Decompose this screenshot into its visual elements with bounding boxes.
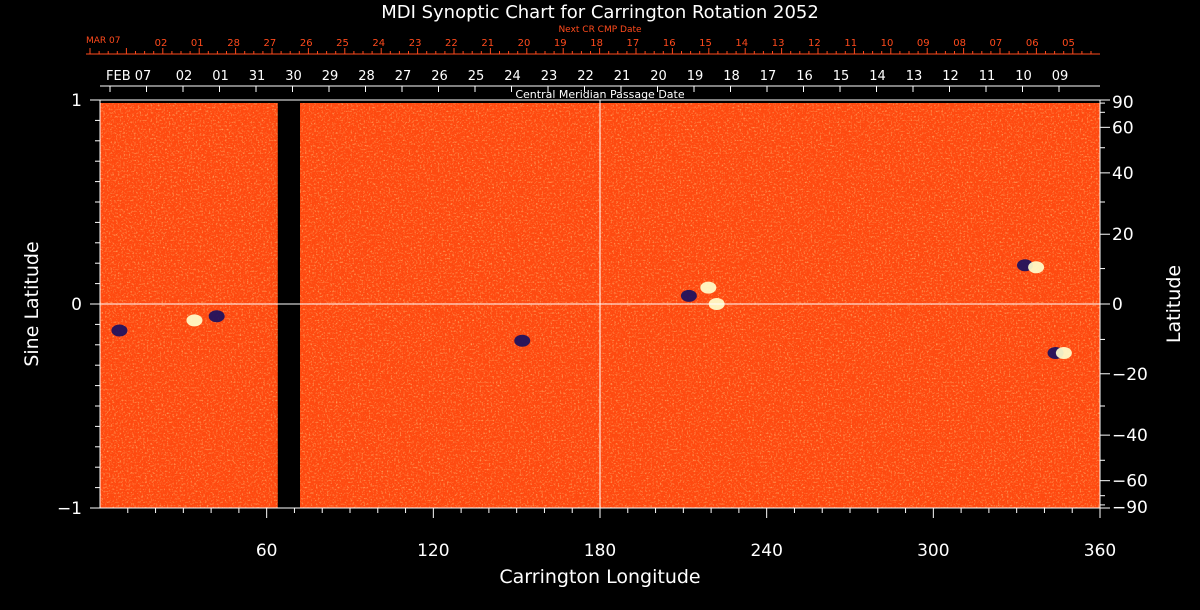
active-region-negative <box>208 310 225 323</box>
data-gap <box>277 103 300 508</box>
next-cr-date-labels: 02 01 28 27 26 25 24 23 22 21 20 19 18 17 16 15 14 13 12 11… <box>155 38 1075 49</box>
y-right-tick-label: 60 <box>1112 118 1134 138</box>
cmp-date-label: 14 <box>869 69 886 84</box>
next-cr-date-label: 15 <box>699 38 712 49</box>
next-cr-date-label: 07 <box>990 38 1003 49</box>
cmp-axis-label: Central Meridian Passage Date <box>515 88 684 101</box>
next-cr-date-label: 27 <box>264 38 277 49</box>
cmp-date-label: 20 <box>650 69 667 84</box>
y-left-tick-label: 0 <box>71 295 82 315</box>
cmp-date-label: 30 <box>285 69 302 84</box>
cmp-date-label: 19 <box>687 69 704 84</box>
x-axis: 60 120 180 240 300 360 <box>127 508 1116 561</box>
y-right-tick-label: −60 <box>1112 472 1148 492</box>
y-axis-left: 1 0 −1 <box>57 91 100 519</box>
y-left-tick-label: 1 <box>71 91 82 111</box>
x-tick-label: 300 <box>917 541 949 561</box>
next-cr-date-label: 26 <box>300 38 313 49</box>
y-axis-title-right: Latitude <box>1163 265 1185 343</box>
cmp-date-label: 17 <box>760 69 777 84</box>
next-cr-date-label: 05 <box>1062 38 1075 49</box>
x-tick-label: 120 <box>417 541 449 561</box>
cmp-date-label: 25 <box>468 69 485 84</box>
next-cr-date-label: 17 <box>627 38 640 49</box>
y-right-tick-label: 0 <box>1112 295 1123 315</box>
next-cr-date-label: 18 <box>590 38 603 49</box>
next-cr-date-label: 06 <box>1026 38 1039 49</box>
y-left-tick-label: −1 <box>57 499 82 519</box>
cmp-date-label: 24 <box>504 69 521 84</box>
active-region-positive <box>186 314 203 327</box>
active-region-negative <box>111 324 128 337</box>
cmp-date-label: 21 <box>614 69 631 84</box>
cmp-date-labels: 02 01 31 30 29 28 27 26 25 24 23 22 21 20 19 18 17 16 15 14… <box>176 69 1069 84</box>
next-cr-date-label: 28 <box>227 38 240 49</box>
next-cr-date-label: 08 <box>953 38 966 49</box>
cmp-date-label: 12 <box>942 69 959 84</box>
cmp-ticks <box>100 85 1100 92</box>
next-cr-date-label: 20 <box>518 38 531 49</box>
y-axis-right: 90 60 40 20 0 −20 −40 −60 −90 <box>1100 93 1148 518</box>
x-tick-label: 240 <box>750 541 782 561</box>
cmp-date-label: 10 <box>1015 69 1032 84</box>
next-cr-date-label: 24 <box>372 38 385 49</box>
y-right-tick-label: −40 <box>1112 426 1148 446</box>
y-axis-title-left: Sine Latitude <box>21 241 43 366</box>
x-tick-label: 180 <box>584 541 616 561</box>
next-cr-ticks <box>86 48 1100 55</box>
y-right-tick-label: −20 <box>1112 365 1148 385</box>
next-cr-month: MAR 07 <box>86 36 121 46</box>
next-cr-date-label: 21 <box>481 38 494 49</box>
active-region-negative <box>514 334 531 347</box>
cmp-date-label: 31 <box>249 69 266 84</box>
next-cr-date-label: 02 <box>155 38 168 49</box>
cmp-date-label: 09 <box>1052 69 1069 84</box>
active-region-positive <box>1055 346 1072 359</box>
active-region-positive <box>1028 261 1045 274</box>
chart-title: MDI Synoptic Chart for Carrington Rotati… <box>381 2 819 23</box>
active-regions <box>111 259 1072 359</box>
next-cr-date-label: 12 <box>808 38 821 49</box>
next-cr-label: Next CR CMP Date <box>558 25 642 35</box>
x-tick-label: 60 <box>256 541 278 561</box>
next-cr-date-label: 11 <box>844 38 857 49</box>
cmp-date-label: 01 <box>212 69 229 84</box>
cmp-month: FEB 07 <box>106 69 151 84</box>
next-cr-date-label: 14 <box>735 38 748 49</box>
next-cr-date-label: 19 <box>554 38 567 49</box>
x-tick-label: 360 <box>1084 541 1116 561</box>
cmp-date-label: 16 <box>796 69 813 84</box>
active-region-positive <box>700 281 717 294</box>
next-cr-date-label: 25 <box>336 38 349 49</box>
cmp-date-label: 23 <box>541 69 558 84</box>
cmp-date-label: 26 <box>431 69 448 84</box>
next-cr-date-label: 13 <box>772 38 785 49</box>
next-cr-date-label: 16 <box>663 38 676 49</box>
cmp-date-label: 02 <box>176 69 193 84</box>
cmp-date-label: 11 <box>979 69 996 84</box>
cmp-date-label: 28 <box>358 69 375 84</box>
active-region-negative <box>680 289 697 302</box>
cmp-date-label: 13 <box>906 69 923 84</box>
next-cr-date-label: 01 <box>191 38 204 49</box>
cmp-date-label: 15 <box>833 69 850 84</box>
cmp-date-label: 27 <box>395 69 412 84</box>
next-cr-date-label: 23 <box>409 38 422 49</box>
cmp-date-label: 29 <box>322 69 339 84</box>
y-right-tick-label: 90 <box>1112 93 1134 113</box>
next-cr-date-label: 10 <box>881 38 894 49</box>
cmp-date-label: 18 <box>723 69 740 84</box>
x-axis-title: Carrington Longitude <box>499 566 700 588</box>
cmp-date-label: 22 <box>577 69 594 84</box>
y-right-tick-label: 20 <box>1112 225 1134 245</box>
next-cr-date-label: 22 <box>445 38 458 49</box>
next-cr-date-label: 09 <box>917 38 930 49</box>
y-right-tick-label: 40 <box>1112 164 1134 184</box>
y-right-tick-label: −90 <box>1112 498 1148 518</box>
